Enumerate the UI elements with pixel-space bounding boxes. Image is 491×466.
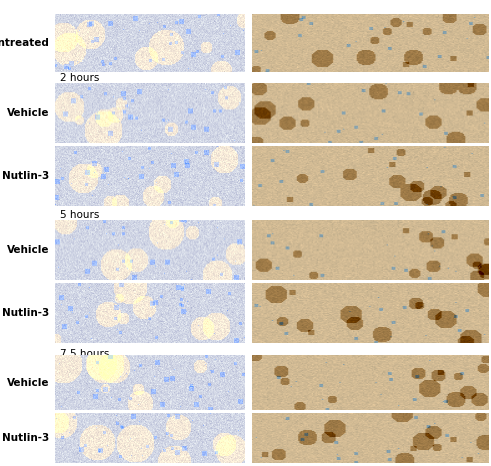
Text: Nutlin-3: Nutlin-3 (2, 308, 49, 318)
Text: p53 KO/+: p53 KO/+ (161, 16, 227, 29)
Text: Nutlin-3: Nutlin-3 (2, 171, 49, 181)
Text: Vehicle: Vehicle (6, 245, 49, 255)
Text: Vehicle: Vehicle (6, 378, 49, 388)
Text: Nutlin-3: Nutlin-3 (2, 433, 49, 443)
Text: 5 hours: 5 hours (60, 210, 99, 220)
Text: 7.5 hours: 7.5 hours (60, 349, 109, 359)
Text: Vehicle: Vehicle (6, 108, 49, 118)
Text: p53 R172H/KO: p53 R172H/KO (327, 16, 429, 29)
Text: Untreated: Untreated (0, 38, 49, 48)
Text: 2 hours: 2 hours (60, 73, 99, 83)
